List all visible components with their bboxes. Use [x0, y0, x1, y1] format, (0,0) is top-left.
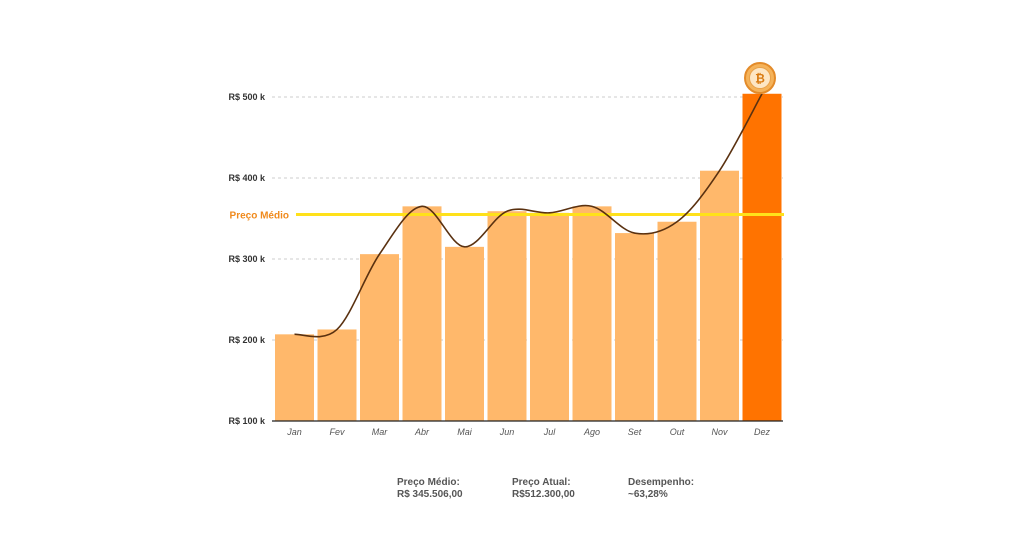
y-tick-label: R$ 100 k — [228, 416, 266, 426]
bar-jul — [530, 212, 569, 421]
x-label-jan: Jan — [286, 427, 302, 437]
summary-average-price-value: R$ 345.506,00 — [397, 489, 463, 500]
summary-average-price-label: Preço Médio: — [397, 477, 460, 488]
trend-line — [294, 93, 763, 338]
x-label-mar: Mar — [372, 427, 389, 437]
x-label-ago: Ago — [583, 427, 600, 437]
y-tick-label: R$ 400 k — [228, 173, 266, 183]
y-tick-label: R$ 500 k — [228, 92, 266, 102]
bar-set — [615, 233, 654, 421]
bars — [275, 93, 782, 421]
bar-jan — [275, 334, 314, 421]
bar-ago — [572, 206, 612, 421]
bar-dez — [742, 93, 782, 421]
bar-nov — [700, 170, 739, 421]
summary-performance: Desempenho: ~63,28% — [628, 477, 694, 501]
x-label-fev: Fev — [329, 427, 345, 437]
x-label-set: Set — [628, 427, 642, 437]
summary-current-price: Preço Atual: R$512.300,00 — [512, 477, 575, 501]
bar-jun — [487, 211, 527, 421]
grid-lines — [272, 96, 783, 341]
bar-abr — [402, 206, 442, 421]
bar-fev — [317, 329, 357, 421]
y-tick-label: R$ 300 k — [228, 254, 266, 264]
y-tick-label: R$ 200 k — [228, 335, 266, 345]
x-label-jun: Jun — [499, 427, 515, 437]
x-label-mai: Mai — [457, 427, 473, 437]
summary-current-price-label: Preço Atual: — [512, 477, 571, 488]
summary-performance-label: Desempenho: — [628, 477, 695, 488]
svg-text:₿: ₿ — [755, 72, 765, 86]
summary-performance-value: ~63,28% — [628, 489, 668, 500]
x-label-out: Out — [670, 427, 685, 437]
bar-out — [657, 221, 697, 421]
x-label-dez: Dez — [754, 427, 771, 437]
bar-mar — [360, 254, 399, 421]
bitcoin-coin-icon: ₿ — [744, 62, 776, 94]
x-label-nov: Nov — [711, 427, 728, 437]
summary-average-price: Preço Médio: R$ 345.506,00 — [397, 477, 463, 501]
average-price-label: Preço Médio — [230, 210, 289, 221]
summary-current-price-value: R$512.300,00 — [512, 489, 575, 500]
bar-mai — [445, 246, 484, 421]
x-label-abr: Abr — [414, 427, 430, 437]
x-label-jul: Jul — [543, 427, 557, 437]
y-axis-ticks: R$ 100 k R$ 200 k R$ 300 k R$ 400 k R$ 500 k — [228, 92, 266, 426]
x-axis-labels: Jan Fev Mar Abr Mai Jun Jul Ago Set Out Nov Dez — [286, 427, 770, 437]
